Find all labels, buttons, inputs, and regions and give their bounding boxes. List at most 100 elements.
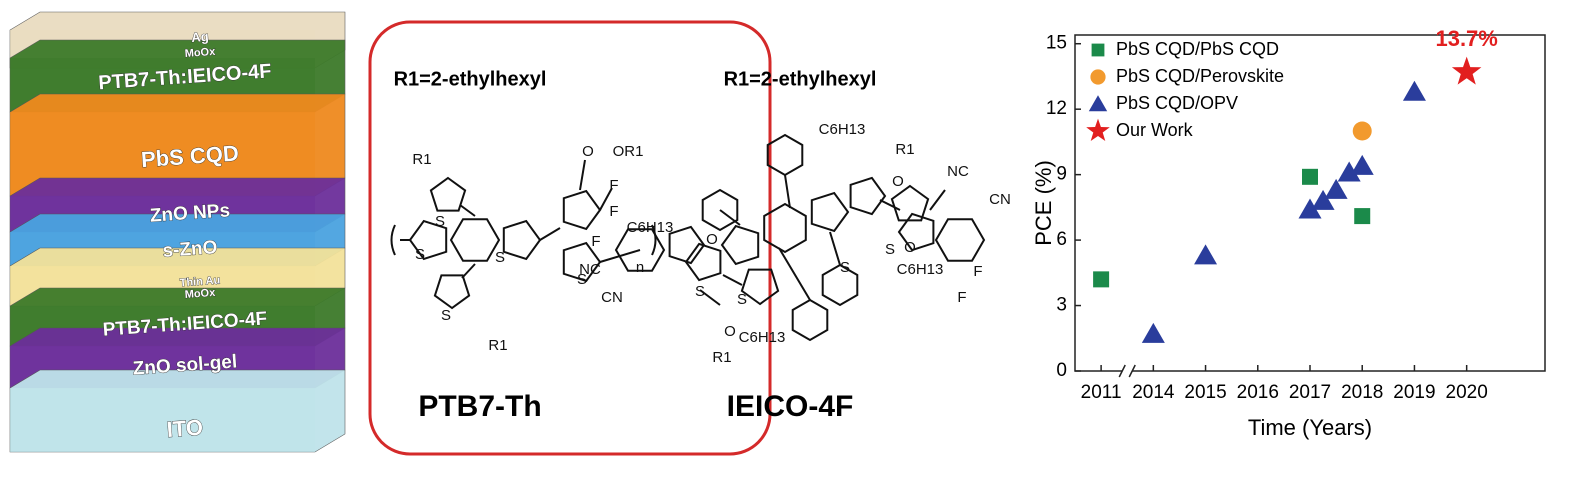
layer-label: PbS CQD (140, 140, 239, 172)
molecule-box (368, 20, 772, 456)
y-tick-label: 15 (1046, 33, 1067, 54)
axis-break-gap (1122, 368, 1133, 374)
bond (502, 219, 542, 261)
layer-label: MoOx (184, 46, 216, 60)
y-axis-label: PCE (%) (1031, 160, 1056, 246)
x-tick-label: 2016 (1237, 382, 1279, 403)
marker-triangle (1298, 198, 1322, 219)
layer-label: Thin Au (179, 275, 220, 290)
atom-label: S (495, 249, 505, 266)
marker-triangle (1141, 322, 1165, 343)
y-tick-label: 0 (1056, 360, 1067, 381)
bond (763, 202, 807, 254)
layer-label: MoOx (184, 287, 216, 301)
atom-label: S (441, 307, 451, 324)
bond (614, 228, 666, 272)
marker-circle (1352, 121, 1372, 141)
bond (699, 174, 946, 306)
layer-label: s-ZnO (162, 237, 218, 262)
bond (668, 225, 706, 265)
atom-label: O (582, 143, 594, 160)
bond (562, 241, 602, 283)
marker-square (1091, 43, 1105, 57)
marker-triangle (1402, 80, 1426, 101)
atom-label: R1 (895, 141, 914, 158)
bond (701, 188, 739, 232)
bond (810, 191, 850, 233)
legend-label: PbS CQD/OPV (1116, 93, 1238, 113)
atom-label: F (591, 233, 600, 250)
atom-label: R1 (412, 151, 431, 168)
atom-label: C6H13 (627, 219, 674, 236)
atom-label: F (973, 263, 982, 280)
atom-label: R1 (488, 337, 507, 354)
bond (934, 218, 986, 262)
atom-label: S (737, 291, 747, 308)
legend-label: Our Work (1116, 120, 1194, 140)
y-tick-label: 12 (1046, 98, 1067, 119)
x-tick-label: 2020 (1446, 382, 1488, 403)
atom-label: F (609, 177, 618, 194)
atom-label: O (904, 239, 916, 256)
marker-square (1093, 271, 1110, 288)
bond (791, 298, 829, 342)
atom-label: S (840, 259, 850, 276)
bond (720, 224, 760, 266)
atom-label: NC (579, 261, 601, 278)
legend-label: PbS CQD/PbS CQD (1116, 39, 1279, 59)
bond (740, 268, 780, 306)
bond (821, 263, 859, 307)
atom-label: O (724, 323, 736, 340)
atom-label: CN (989, 191, 1011, 208)
marker-triangle (1088, 95, 1108, 112)
marker-star (1451, 56, 1482, 85)
marker-star (1086, 118, 1110, 141)
marker-triangle (1324, 178, 1348, 199)
substituent: R1=2-ethylhexyl (724, 68, 877, 90)
layer-front (10, 388, 315, 452)
atom-label: O (892, 173, 904, 190)
atom-label: S (695, 283, 705, 300)
marker-triangle (1194, 244, 1218, 265)
data-label: 13.7% (1435, 26, 1497, 51)
layer-label: ITO (166, 415, 204, 442)
atom-label: OR1 (613, 143, 644, 160)
molecule-name: PTB7-Th (418, 390, 541, 423)
bond (890, 184, 930, 222)
y-tick-label: 9 (1056, 164, 1067, 185)
atom-label: F (957, 289, 966, 306)
molecule-name: IEICO-4F (727, 390, 854, 423)
layer-front (10, 112, 315, 196)
marker-triangle (1311, 189, 1335, 210)
atom-label: C6H13 (739, 329, 786, 346)
atom-label: C6H13 (819, 121, 866, 138)
bond (562, 189, 602, 231)
marker-square (1302, 168, 1318, 185)
atom-label: R1 (712, 349, 731, 366)
legend-label: PbS CQD/Perovskite (1116, 66, 1284, 86)
layer-label: Ag (191, 29, 209, 45)
bond (433, 274, 471, 310)
atom-label: O (706, 231, 718, 248)
axis-break (1118, 364, 1136, 378)
x-tick-label: 2011 (1081, 382, 1122, 403)
marker-square (1354, 208, 1371, 225)
substituent: R1=2-ethylhexyl (394, 68, 547, 90)
atom-label: S (577, 271, 587, 288)
chart: 0 3 6 9 12 15 2011 2014 2015 2016 2017 2018 2019 2020… (1031, 26, 1546, 440)
atom-label: C6H13 (897, 261, 944, 278)
bond (849, 176, 887, 216)
bond (459, 159, 613, 279)
atom-label: CN (601, 289, 623, 306)
bond (449, 218, 501, 262)
marker-triangle (1337, 161, 1361, 182)
atom-label: S (435, 213, 445, 230)
x-tick-label: 2018 (1341, 382, 1383, 403)
x-tick-label: 2017 (1289, 382, 1331, 403)
atom-label: n (636, 259, 644, 276)
bond (429, 176, 467, 212)
bond (408, 219, 448, 261)
